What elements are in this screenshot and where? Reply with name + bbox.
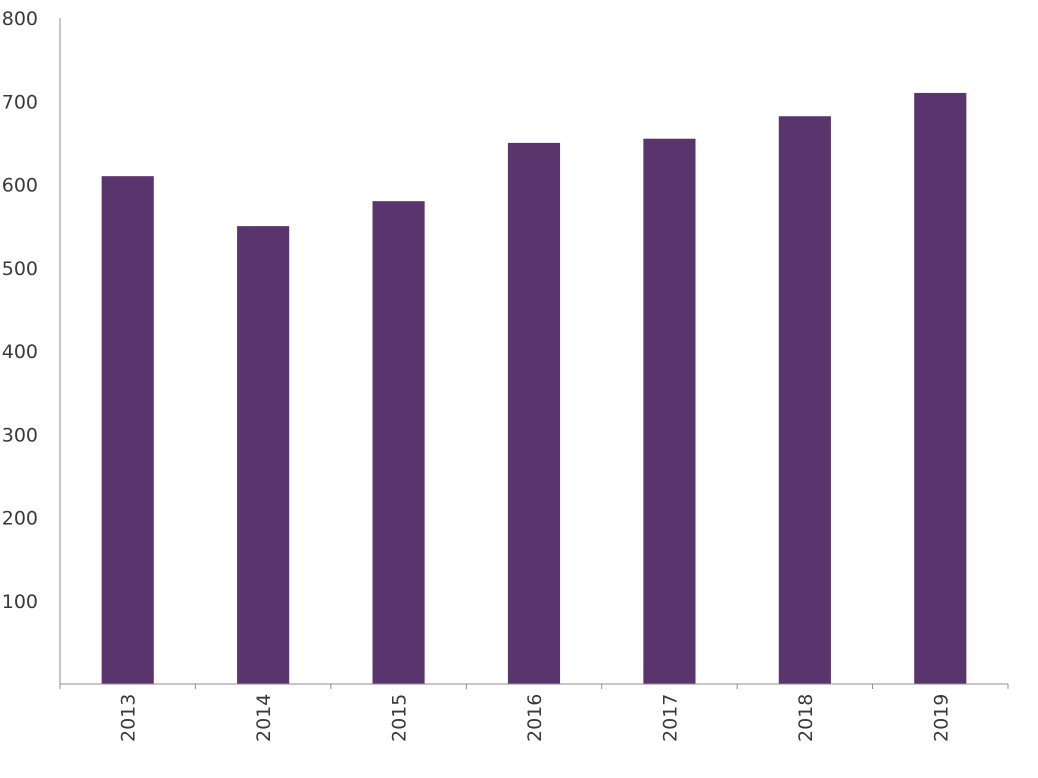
y-tick-label: 400 xyxy=(2,341,38,363)
x-tick-label: 2015 xyxy=(389,694,411,742)
x-tick-label: 2018 xyxy=(795,694,817,742)
x-tick-label: 2017 xyxy=(659,694,681,742)
x-axis-ticks xyxy=(59,684,1009,689)
x-tick-label: 2013 xyxy=(118,694,140,742)
y-tick-label: 500 xyxy=(2,258,38,280)
y-tick-label: 600 xyxy=(2,175,38,197)
bar-2014 xyxy=(237,226,290,684)
y-tick-label: 100 xyxy=(2,591,38,613)
y-tick-label: 700 xyxy=(2,91,38,113)
x-tick-label: 2016 xyxy=(524,694,546,742)
bar-2018 xyxy=(778,116,831,685)
x-tick-label: 2014 xyxy=(253,694,275,742)
x-tick-label: 2019 xyxy=(930,694,952,742)
bar-2017 xyxy=(643,138,696,684)
y-tick-label: 200 xyxy=(2,508,38,530)
bar-2016 xyxy=(507,142,561,684)
y-tick-labels: 100 200 300 400 500 600 700 800 xyxy=(2,8,38,613)
y-tick-label: 300 xyxy=(2,424,38,446)
bar-2015 xyxy=(372,201,425,684)
axes xyxy=(59,18,1008,685)
bar-2013 xyxy=(101,176,154,685)
x-tick-labels: 2013 2014 2015 2016 2017 2018 2019 xyxy=(118,694,953,742)
y-tick-label: 800 xyxy=(2,8,38,30)
bar-2019 xyxy=(914,92,967,685)
bars xyxy=(101,92,967,685)
